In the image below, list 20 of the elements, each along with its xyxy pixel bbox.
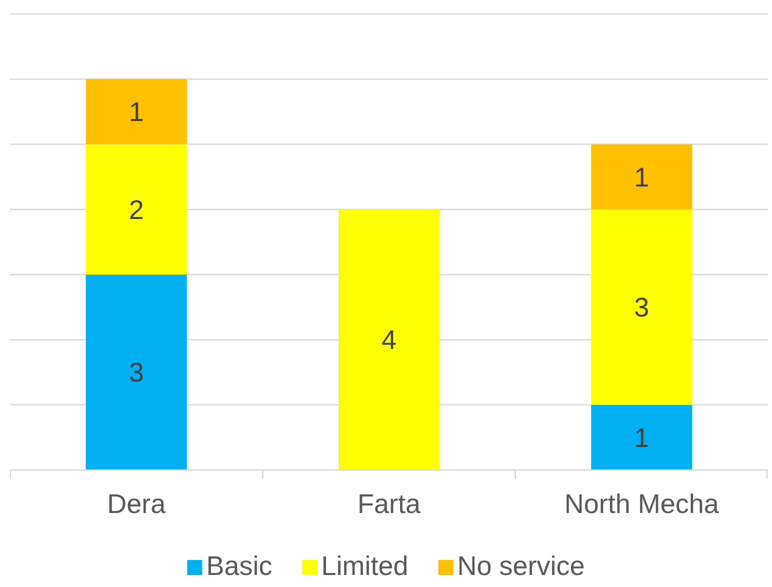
data-label: 2	[128, 194, 144, 225]
data-label: 1	[634, 422, 650, 453]
bar	[591, 404, 692, 470]
data-label: 3	[634, 292, 650, 323]
x-tick-label: Dera	[107, 489, 167, 520]
bar	[86, 144, 187, 275]
legend-label: No service	[457, 551, 585, 581]
bar	[86, 79, 187, 144]
bar	[591, 144, 692, 210]
legend-label: Basic	[206, 551, 272, 581]
data-label: 3	[128, 358, 144, 388]
bar	[591, 209, 692, 405]
data-label: 1	[128, 97, 144, 128]
bar	[86, 274, 187, 470]
legend-label: Limited	[321, 551, 408, 581]
x-tick-label: Farta	[357, 489, 422, 520]
data-label: 1	[634, 162, 650, 192]
x-tick-label: North Mecha	[564, 489, 720, 520]
data-label: 4	[381, 325, 397, 356]
bar	[338, 209, 440, 470]
